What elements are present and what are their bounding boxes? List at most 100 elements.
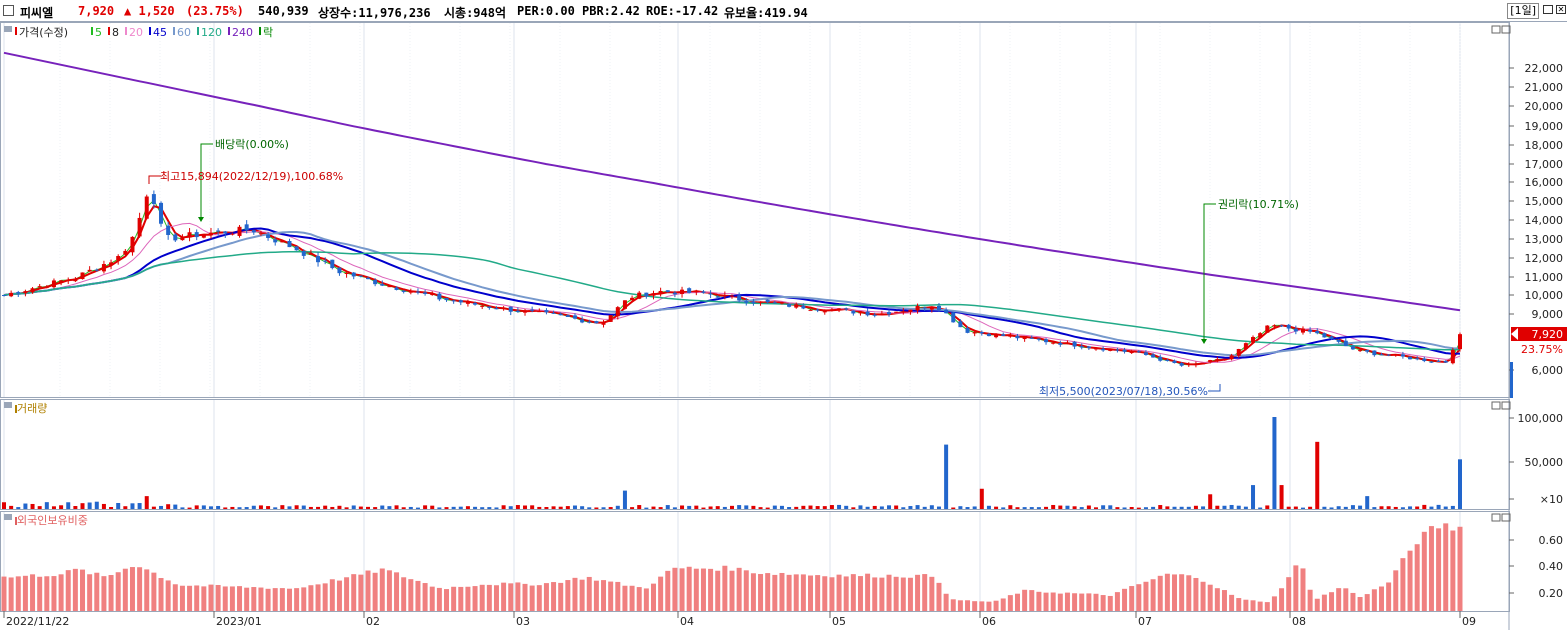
y-tick-label: 0.60 — [1539, 534, 1564, 547]
candle-body — [1136, 351, 1141, 353]
foreign-bar — [1114, 592, 1120, 611]
candle-body — [166, 225, 171, 235]
volume-bar — [1165, 506, 1170, 509]
volume-bar — [1051, 504, 1056, 509]
volume-bar — [308, 506, 313, 509]
foreign-bar — [1343, 588, 1349, 611]
panel-toggle-icon[interactable] — [4, 402, 12, 408]
scroll-indicator[interactable] — [1510, 362, 1513, 398]
foreign-bar — [44, 576, 50, 611]
volume-bar — [779, 505, 784, 509]
y-tick-label: 100,000 — [1518, 412, 1564, 425]
candle-body — [1065, 342, 1070, 344]
volume-bar — [1222, 505, 1227, 509]
candle-body — [944, 309, 949, 314]
select-checkbox[interactable] — [3, 5, 14, 16]
foreign-bar — [700, 568, 706, 611]
period-selector[interactable]: [1일] — [1507, 3, 1539, 19]
x-tick-label: 04 — [680, 615, 694, 628]
volume-bar — [1215, 505, 1220, 509]
foreign-bar — [957, 600, 963, 611]
foreign-bar — [244, 587, 250, 611]
volume-bar — [1001, 507, 1006, 509]
foreign-bar — [515, 582, 521, 611]
candle-body — [1436, 360, 1441, 362]
foreign-bar — [1186, 575, 1192, 611]
foreign-bar — [872, 577, 878, 611]
candle-body — [1315, 331, 1320, 334]
volume-bar — [594, 507, 599, 509]
foreign-bar — [208, 584, 214, 611]
candle-body — [744, 301, 749, 303]
x-axis-labels: 2022/11/22 2023/01 02 03 04 05 06 07 08 09 — [3, 611, 1476, 628]
candle-body — [594, 321, 599, 324]
volume-bar — [144, 496, 149, 509]
volume-bar — [344, 507, 349, 509]
volume-bar — [1429, 506, 1434, 509]
candle-body — [1415, 358, 1420, 360]
panel-window-icons[interactable] — [1491, 25, 1511, 522]
candle-body — [651, 293, 656, 296]
foreign-bar — [501, 582, 507, 611]
foreign-bar — [301, 587, 307, 611]
foreign-bar — [779, 572, 785, 611]
foreign-bar — [372, 572, 378, 611]
candle-body — [644, 292, 649, 297]
panel-toggle-icon[interactable] — [4, 514, 12, 520]
foreign-bar — [1, 576, 7, 611]
y-tick-label: ×10 — [1540, 493, 1563, 506]
dividend-annotation: 배당락(0.00%) — [198, 138, 289, 222]
candle-body — [1215, 359, 1220, 361]
volume-bar — [1015, 507, 1020, 509]
foreign-bar — [151, 572, 157, 611]
volume-bar — [94, 501, 99, 509]
volume-panel — [0, 399, 1510, 510]
foreign-bar — [1014, 593, 1020, 611]
volume-bar — [1186, 506, 1191, 509]
candle-body — [1458, 334, 1462, 350]
candle-body — [251, 230, 256, 233]
volume-bar — [415, 507, 420, 509]
candle-body — [308, 253, 313, 255]
candle-body — [487, 306, 492, 308]
foreign-bar — [1407, 550, 1413, 611]
foreign-bar — [829, 577, 835, 611]
volume-bar — [1322, 506, 1327, 509]
foreign-bar — [822, 576, 828, 611]
volume-bar — [1265, 505, 1270, 509]
candle-body — [323, 260, 328, 262]
candle-body — [351, 272, 356, 277]
maximize-icon[interactable] — [1543, 5, 1553, 14]
candle-body — [201, 234, 206, 238]
foreign-bar — [1207, 584, 1213, 611]
candle-body — [451, 300, 456, 302]
foreign-bar — [201, 586, 207, 611]
close-icon[interactable]: ✕ — [1556, 5, 1566, 14]
foreign-ratio-bars — [1, 523, 1463, 611]
legend-label: 5 — [95, 26, 102, 39]
volume-bar — [887, 505, 892, 509]
foreign-bar — [493, 585, 499, 611]
volume-bar — [30, 503, 35, 509]
candle-body — [1243, 343, 1248, 350]
x-tick-label: 05 — [832, 615, 846, 628]
volume-bar — [73, 506, 78, 509]
foreign-bar — [915, 574, 921, 611]
volume-bar — [273, 507, 278, 509]
svg-text:23.75%: 23.75% — [1521, 343, 1563, 356]
foreign-bar — [1100, 595, 1106, 611]
volume-bar — [1336, 506, 1341, 509]
candle-body — [872, 314, 877, 316]
foreign-bar — [465, 586, 471, 611]
foreign-bar — [1179, 574, 1185, 611]
foreign-bar — [137, 567, 143, 611]
candle-body — [758, 301, 763, 303]
panel-toggle-icon[interactable] — [4, 26, 12, 32]
foreign-bar — [601, 580, 607, 611]
volume-bar — [337, 505, 342, 509]
stock-name[interactable]: 피씨엘 — [20, 6, 54, 20]
volume-bar — [1193, 505, 1198, 509]
volume-bar — [330, 506, 335, 509]
foreign-bar — [1364, 594, 1370, 611]
foreign-bar — [943, 593, 949, 611]
